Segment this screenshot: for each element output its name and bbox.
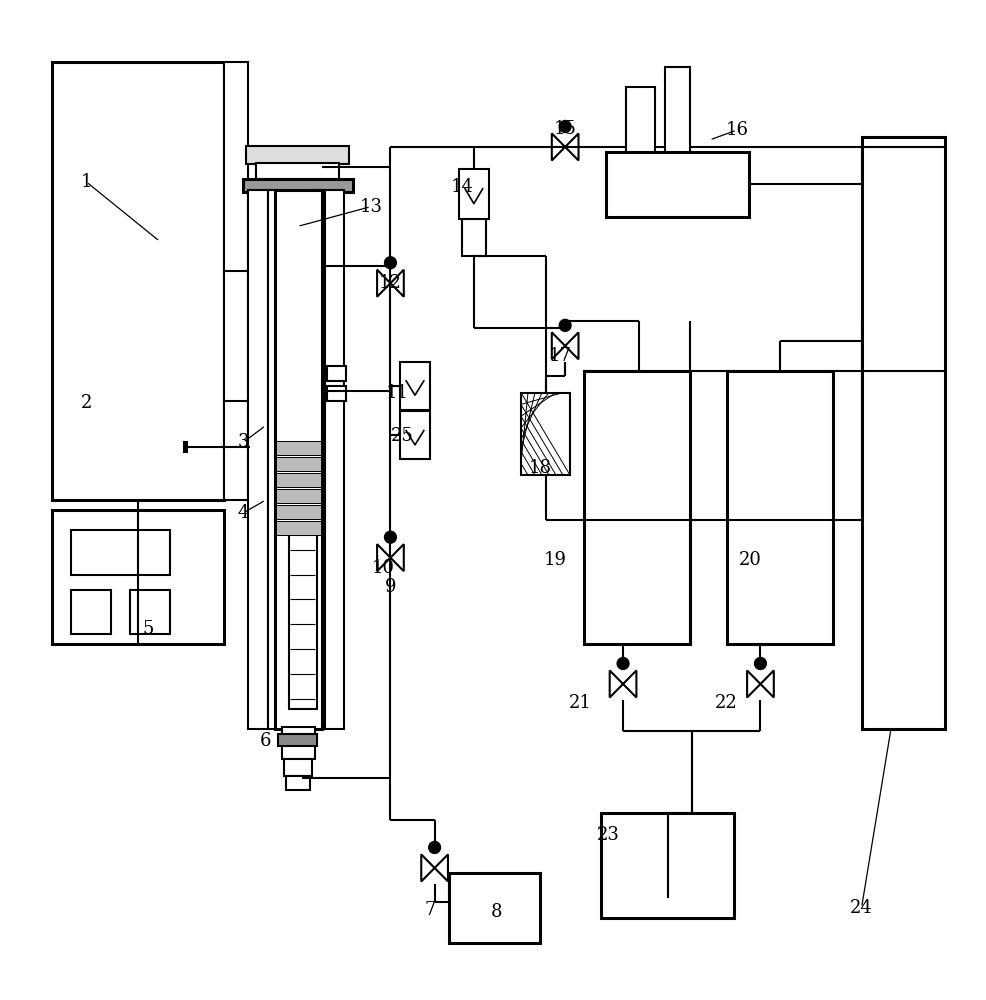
Bar	[307, 190, 324, 729]
Bar	[274, 190, 321, 729]
Circle shape	[754, 658, 765, 669]
Circle shape	[559, 121, 571, 132]
Text: 18: 18	[528, 459, 551, 477]
Bar	[289, 535, 317, 709]
Text: 16: 16	[725, 121, 747, 139]
Text: 14: 14	[451, 178, 473, 196]
Text: 24: 24	[849, 899, 872, 917]
Text: 4: 4	[238, 504, 248, 522]
Text: 5: 5	[142, 620, 154, 638]
Bar	[275, 505, 320, 519]
Bar	[400, 411, 429, 459]
Bar	[326, 366, 346, 381]
Text: 21: 21	[568, 694, 591, 712]
Text: 1: 1	[81, 173, 92, 191]
Bar	[247, 190, 267, 729]
Bar	[605, 152, 748, 217]
Bar	[326, 386, 346, 401]
Bar	[324, 190, 344, 729]
Bar	[600, 813, 734, 918]
Bar	[275, 489, 320, 503]
Bar	[224, 62, 247, 500]
Circle shape	[428, 841, 440, 853]
Text: 23: 23	[597, 826, 619, 844]
Bar	[71, 530, 170, 575]
Text: 19: 19	[543, 551, 566, 569]
Bar	[277, 734, 317, 746]
Bar	[275, 441, 320, 455]
Bar	[583, 371, 689, 644]
Bar	[52, 62, 224, 500]
Circle shape	[616, 658, 628, 669]
Text: 20: 20	[739, 551, 761, 569]
Text: 25: 25	[390, 427, 413, 445]
Bar	[281, 727, 315, 759]
Bar	[861, 137, 944, 729]
Text: 3: 3	[238, 433, 248, 451]
Bar	[665, 67, 689, 152]
Bar	[267, 190, 285, 729]
Bar	[275, 521, 320, 535]
Bar	[255, 163, 339, 179]
Text: 2: 2	[81, 394, 92, 412]
Text: 12: 12	[379, 274, 401, 292]
Bar	[521, 393, 570, 475]
Bar	[275, 473, 320, 487]
Bar	[458, 169, 488, 219]
Text: 8: 8	[490, 903, 502, 921]
Bar	[71, 589, 110, 634]
Text: 17: 17	[548, 347, 571, 365]
Circle shape	[559, 319, 571, 331]
Bar	[286, 776, 310, 790]
Bar	[449, 873, 539, 943]
Text: 9: 9	[385, 578, 395, 596]
Bar	[130, 589, 170, 634]
Bar	[284, 759, 312, 776]
Bar	[246, 146, 349, 164]
Bar	[243, 179, 353, 192]
Text: 10: 10	[372, 559, 394, 577]
Circle shape	[385, 257, 396, 269]
Bar	[461, 172, 485, 256]
Bar	[625, 87, 655, 152]
Bar	[52, 510, 224, 644]
Text: 11: 11	[386, 384, 408, 402]
Text: 6: 6	[259, 732, 271, 750]
Bar	[275, 457, 320, 471]
Text: 13: 13	[359, 198, 382, 216]
Bar	[184, 442, 187, 452]
Text: 7: 7	[424, 901, 435, 919]
Text: 22: 22	[714, 694, 737, 712]
Text: 15: 15	[553, 120, 576, 138]
Circle shape	[385, 531, 396, 543]
Bar	[400, 362, 429, 410]
Bar	[727, 371, 832, 644]
